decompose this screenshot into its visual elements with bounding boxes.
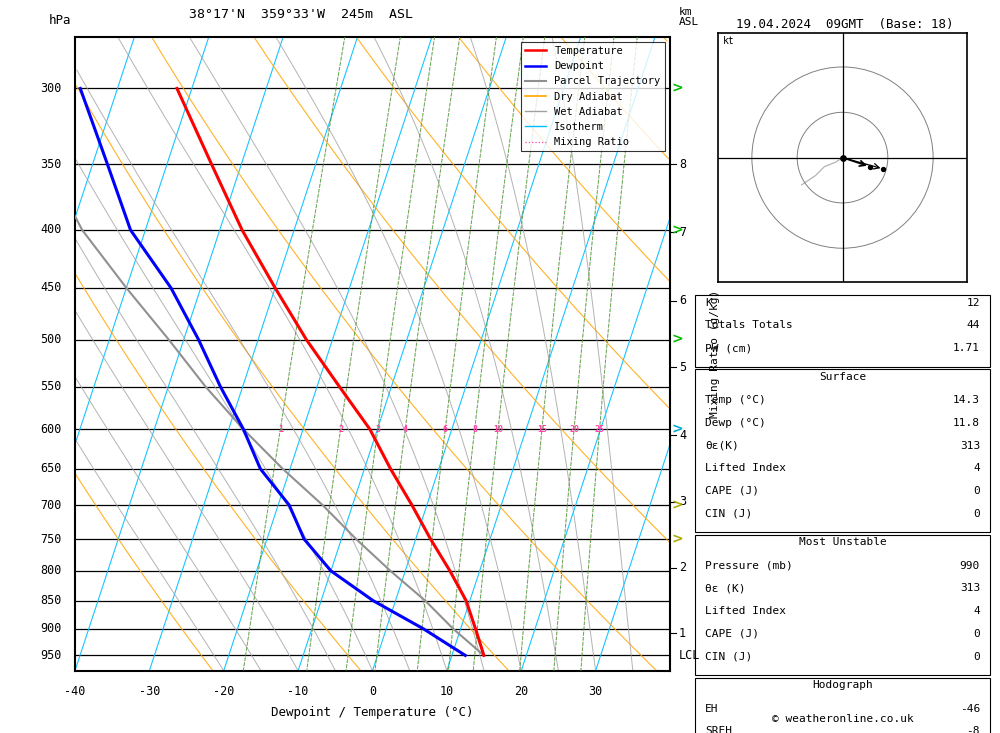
Text: © weatheronline.co.uk: © weatheronline.co.uk <box>772 714 913 724</box>
Text: 1: 1 <box>278 425 283 434</box>
Text: 6: 6 <box>679 295 686 307</box>
Text: 850: 850 <box>41 594 62 607</box>
Text: K: K <box>705 298 712 308</box>
Text: CAPE (J): CAPE (J) <box>705 486 759 496</box>
Text: 900: 900 <box>41 622 62 636</box>
Text: Lifted Index: Lifted Index <box>705 463 786 474</box>
Text: >: > <box>672 333 683 347</box>
Text: 20: 20 <box>569 425 579 434</box>
Text: SREH: SREH <box>705 726 732 733</box>
Text: 0: 0 <box>369 685 376 698</box>
Text: >: > <box>672 498 683 512</box>
Text: 550: 550 <box>41 380 62 393</box>
Text: >: > <box>672 223 683 237</box>
Text: 8: 8 <box>472 425 477 434</box>
Text: 1.71: 1.71 <box>953 343 980 353</box>
Point <box>875 163 891 174</box>
Point <box>834 152 850 163</box>
Text: 38°17'N  359°33'W  245m  ASL: 38°17'N 359°33'W 245m ASL <box>189 8 413 21</box>
Text: 30: 30 <box>588 685 603 698</box>
Text: 4: 4 <box>403 425 408 434</box>
Text: 5: 5 <box>679 361 686 374</box>
Text: 3: 3 <box>679 496 686 508</box>
Text: 44: 44 <box>966 320 980 331</box>
Text: Pressure (mb): Pressure (mb) <box>705 561 793 571</box>
Text: 400: 400 <box>41 224 62 237</box>
Text: 313: 313 <box>960 583 980 594</box>
Text: 990: 990 <box>960 561 980 571</box>
Text: 14.3: 14.3 <box>953 395 980 405</box>
Text: 12: 12 <box>966 298 980 308</box>
Text: 450: 450 <box>41 281 62 295</box>
Text: 500: 500 <box>41 334 62 346</box>
Text: 3: 3 <box>375 425 380 434</box>
Text: >: > <box>672 532 683 546</box>
Text: LCL: LCL <box>679 649 700 662</box>
Text: Dewpoint / Temperature (°C): Dewpoint / Temperature (°C) <box>271 706 474 718</box>
Text: 10: 10 <box>493 425 503 434</box>
Text: CIN (J): CIN (J) <box>705 652 752 662</box>
Text: >: > <box>672 81 683 95</box>
Text: 800: 800 <box>41 564 62 578</box>
Text: 4: 4 <box>973 463 980 474</box>
Text: 2: 2 <box>338 425 343 434</box>
Text: 10: 10 <box>440 685 454 698</box>
Text: 15: 15 <box>537 425 547 434</box>
Text: 0: 0 <box>973 509 980 519</box>
Text: 0: 0 <box>973 486 980 496</box>
Text: 700: 700 <box>41 498 62 512</box>
Text: CAPE (J): CAPE (J) <box>705 629 759 639</box>
Text: 25: 25 <box>595 425 605 434</box>
Text: -8: -8 <box>966 726 980 733</box>
Text: -10: -10 <box>287 685 309 698</box>
Text: Mixing Ratio (g/kg): Mixing Ratio (g/kg) <box>710 290 720 418</box>
Text: 8: 8 <box>679 158 686 171</box>
Text: -46: -46 <box>960 704 980 714</box>
Text: 313: 313 <box>960 441 980 451</box>
Text: Dewp (°C): Dewp (°C) <box>705 418 766 428</box>
Text: Surface: Surface <box>819 372 866 382</box>
Text: 19.04.2024  09GMT  (Base: 18): 19.04.2024 09GMT (Base: 18) <box>736 18 954 32</box>
Text: 950: 950 <box>41 649 62 662</box>
Point <box>862 161 878 172</box>
Text: Lifted Index: Lifted Index <box>705 606 786 616</box>
Text: -30: -30 <box>139 685 160 698</box>
Text: 750: 750 <box>41 533 62 545</box>
Text: 1: 1 <box>679 627 686 640</box>
Text: CIN (J): CIN (J) <box>705 509 752 519</box>
Text: >: > <box>672 422 683 436</box>
Text: 7: 7 <box>679 226 686 239</box>
Text: -40: -40 <box>64 685 86 698</box>
Text: 0: 0 <box>973 652 980 662</box>
Text: hPa: hPa <box>49 14 71 27</box>
Text: Temp (°C): Temp (°C) <box>705 395 766 405</box>
Text: km
ASL: km ASL <box>679 7 699 27</box>
Text: 6: 6 <box>443 425 448 434</box>
Text: PW (cm): PW (cm) <box>705 343 752 353</box>
Text: Totals Totals: Totals Totals <box>705 320 793 331</box>
Text: -20: -20 <box>213 685 234 698</box>
Text: 4: 4 <box>679 429 686 441</box>
Text: kt: kt <box>722 37 734 46</box>
Text: Hodograph: Hodograph <box>812 680 873 690</box>
Legend: Temperature, Dewpoint, Parcel Trajectory, Dry Adiabat, Wet Adiabat, Isotherm, Mi: Temperature, Dewpoint, Parcel Trajectory… <box>521 42 665 152</box>
Text: Most Unstable: Most Unstable <box>799 537 886 548</box>
Text: θε (K): θε (K) <box>705 583 746 594</box>
Text: 350: 350 <box>41 158 62 171</box>
Text: 20: 20 <box>514 685 528 698</box>
Text: 300: 300 <box>41 82 62 95</box>
Text: θε(K): θε(K) <box>705 441 739 451</box>
Text: 650: 650 <box>41 463 62 475</box>
Text: 4: 4 <box>973 606 980 616</box>
Text: 11.8: 11.8 <box>953 418 980 428</box>
Text: EH: EH <box>705 704 718 714</box>
Text: 600: 600 <box>41 423 62 436</box>
Text: 2: 2 <box>679 561 686 574</box>
Text: 0: 0 <box>973 629 980 639</box>
